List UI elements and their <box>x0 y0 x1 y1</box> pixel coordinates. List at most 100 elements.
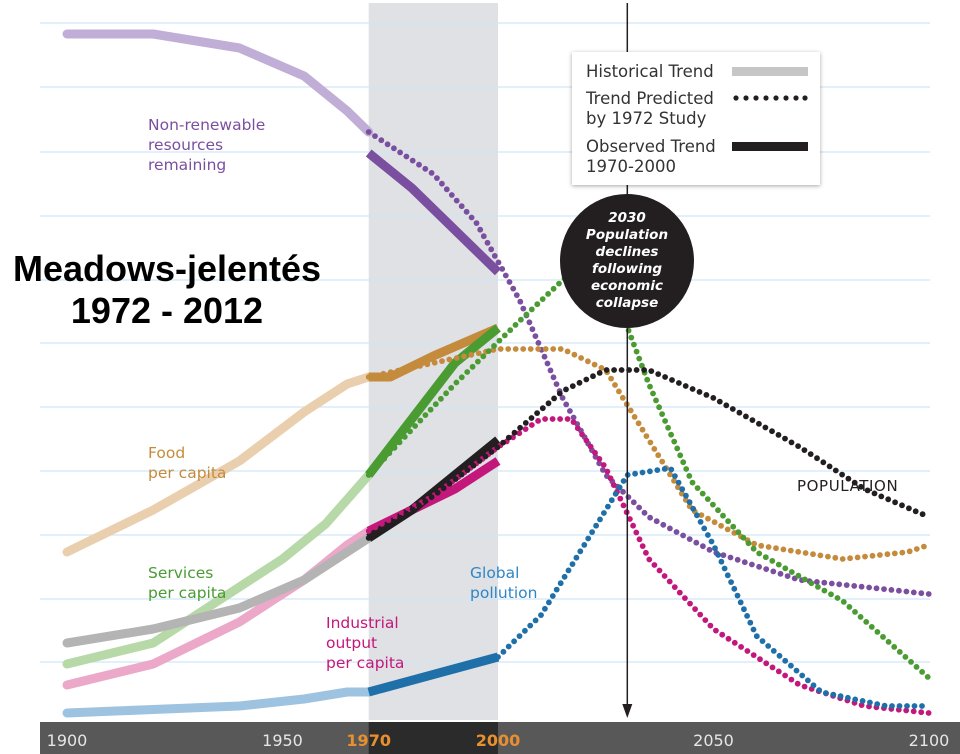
series-label-industrial: output <box>326 634 377 652</box>
predicted-point-population <box>494 444 501 451</box>
predicted-point-services <box>694 485 701 491</box>
predicted-point-pollution <box>686 499 693 506</box>
predicted-point-resources <box>570 414 577 421</box>
predicted-point-resources <box>749 561 755 568</box>
series-label-pollution: Global <box>470 564 519 582</box>
predicted-point-food <box>373 372 379 379</box>
predicted-point-pollution <box>565 567 572 574</box>
predicted-point-pollution <box>581 542 588 548</box>
predicted-point-pollution <box>573 554 580 561</box>
predicted-point-population <box>403 510 410 517</box>
series-label-industrial: Industrial <box>326 614 399 632</box>
predicted-point-industrial <box>604 468 611 475</box>
predicted-point-services <box>631 341 637 348</box>
predicted-point-services <box>376 461 382 467</box>
predicted-point-industrial <box>925 710 932 716</box>
predicted-point-population <box>749 417 756 423</box>
predicted-point-food <box>651 446 658 452</box>
predicted-point-pollution <box>788 662 794 669</box>
legend-historical-label: Historical Trend <box>586 62 714 81</box>
predicted-point-services <box>653 397 659 404</box>
predicted-point-services <box>644 376 651 383</box>
predicted-point-pollution <box>859 698 866 704</box>
predicted-point-population <box>539 405 546 412</box>
predicted-point-population <box>517 424 523 431</box>
predicted-point-food <box>718 522 724 529</box>
predicted-point-services <box>852 609 858 615</box>
predicted-point-pollution <box>549 593 556 599</box>
predicted-point-services <box>720 512 726 519</box>
predicted-point-resources <box>680 532 686 539</box>
observed-line-services <box>365 324 501 478</box>
predicted-point-resources <box>888 587 895 593</box>
predicted-point-services <box>365 472 372 478</box>
predicted-point-population <box>365 535 372 541</box>
predicted-point-services <box>523 311 530 318</box>
predicted-point-services <box>628 334 635 341</box>
predicted-point-pollution <box>765 643 772 649</box>
predicted-point-pollution <box>896 703 903 709</box>
predicted-point-population <box>919 511 926 518</box>
predicted-point-services <box>689 479 696 486</box>
predicted-point-food <box>395 367 401 374</box>
predicted-point-food <box>758 542 765 549</box>
predicted-point-services <box>782 565 789 572</box>
predicted-point-population <box>409 506 416 513</box>
predicted-point-food <box>659 458 666 465</box>
predicted-point-industrial <box>910 708 917 715</box>
predicted-point-industrial <box>633 529 640 536</box>
predicted-point-food <box>564 348 571 355</box>
predicted-series-food <box>365 346 927 562</box>
predicted-point-food <box>643 433 650 439</box>
marker-arrowhead <box>622 704 633 718</box>
predicted-point-pollution <box>823 690 829 696</box>
predicted-point-services <box>469 363 476 370</box>
predicted-point-population <box>611 367 617 373</box>
predicted-point-food <box>711 519 718 526</box>
predicted-point-pollution <box>668 466 675 473</box>
predicted-point-food <box>647 439 654 446</box>
predicted-point-food <box>698 512 705 518</box>
predicted-point-population <box>500 439 506 446</box>
predicted-point-food <box>631 414 638 420</box>
predicted-point-pollution <box>569 561 576 567</box>
predicted-point-pollution <box>881 702 888 709</box>
callout-line: collapse <box>595 295 659 311</box>
predicted-point-services <box>659 411 665 417</box>
predicted-point-services <box>880 634 886 640</box>
predicted-point-services <box>443 390 449 397</box>
predicted-point-industrial <box>610 482 617 488</box>
predicted-point-pollution <box>799 672 806 679</box>
predicted-point-pollution <box>911 703 918 709</box>
predicted-point-food <box>598 365 605 371</box>
predicted-point-pollution <box>647 468 653 475</box>
predicted-point-food <box>453 355 460 361</box>
predicted-point-food <box>724 526 731 533</box>
predicted-point-pollution <box>620 478 627 484</box>
legend-predicted-label-2: by 1972 Study <box>586 109 707 128</box>
predicted-point-industrial <box>587 443 594 450</box>
predicted-point-population <box>892 499 898 506</box>
predicted-point-pollution <box>690 505 697 512</box>
predicted-point-food <box>557 346 564 352</box>
predicted-point-industrial <box>549 416 556 422</box>
report-title: Meadows-jelentés 1972 - 2012 <box>0 248 334 332</box>
predicted-point-food <box>542 346 549 352</box>
predicted-point-population <box>522 420 529 426</box>
predicted-point-population <box>556 390 563 397</box>
predicted-point-resources <box>660 521 667 528</box>
predicted-point-services <box>788 569 795 575</box>
predicted-point-industrial <box>713 627 719 634</box>
series-label-population: POPULATION <box>797 477 898 495</box>
predicted-point-resources <box>567 408 573 414</box>
predicted-point-population <box>384 522 391 529</box>
predicted-point-resources <box>741 559 748 566</box>
predicted-point-industrial <box>617 495 624 502</box>
predicted-point-food <box>571 351 578 358</box>
predicted-point-food <box>899 549 906 556</box>
predicted-point-pollution <box>511 638 517 645</box>
series-label-food: Food <box>148 444 185 462</box>
predicted-point-services <box>725 518 731 525</box>
predicted-point-resources <box>488 246 495 253</box>
predicted-point-food <box>591 361 598 368</box>
